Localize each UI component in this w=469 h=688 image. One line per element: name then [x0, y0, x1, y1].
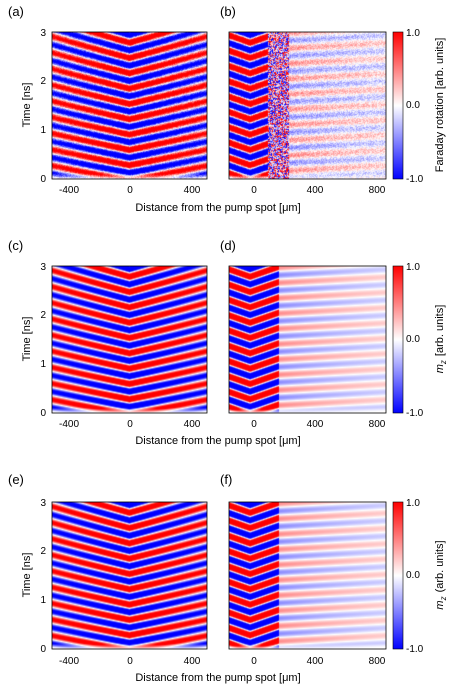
- panel-d-frame: [228, 265, 387, 414]
- panel-b-frame: [228, 31, 387, 180]
- colorbar-tick-max: 1.0: [406, 498, 420, 509]
- ytick-3: 3: [40, 262, 46, 273]
- colorbar-tick-zero: 0.0: [406, 100, 420, 111]
- y-axis-label: Time [ns]: [21, 553, 33, 598]
- row-2-xaxis: -400 0 400 0 400 800 Distance from the p…: [59, 419, 386, 447]
- panel-e-image: [52, 502, 207, 649]
- panel-c-frame: [51, 265, 208, 414]
- panel-b-heatmap: [228, 31, 387, 180]
- row-2: (c) (d) 0 1 2 3 Time [ns] -400 0 400 0: [8, 238, 448, 447]
- xtick-left-2: 400: [184, 419, 201, 430]
- colorbar-label: mz(arb. units]: [434, 540, 448, 609]
- ytick-2: 2: [40, 76, 46, 87]
- xtick-left-0: -400: [59, 419, 79, 430]
- xtick-left-2: 400: [184, 185, 201, 196]
- ytick-0: 0: [40, 408, 46, 419]
- xtick-left-0: -400: [59, 656, 79, 667]
- x-axis-label: Distance from the pump spot [μm]: [135, 672, 300, 684]
- row-3-yaxis: 0 1 2 3 Time [ns]: [21, 498, 46, 655]
- row-1-yaxis: 0 1 2 3 Time [ns]: [21, 28, 46, 185]
- colorbar-label: mz[arb. units]: [434, 305, 448, 374]
- ytick-1: 1: [40, 359, 46, 370]
- row-3: (e) (f) 0 1 2 3 Time [ns] -400 0 400 0: [8, 472, 448, 684]
- panel-e-frame: [51, 501, 208, 650]
- xtick-right-1: 400: [307, 419, 324, 430]
- panel-label-b: (b): [220, 4, 236, 19]
- panel-a-image: [52, 32, 207, 179]
- xtick-right-0: 0: [251, 656, 257, 667]
- row-3-xaxis: -400 0 400 0 400 800 Distance from the p…: [59, 656, 386, 684]
- panel-label-d: (d): [220, 238, 236, 253]
- panel-f-image: [229, 502, 386, 649]
- row-2-colorbar: 1.0 0.0 -1.0 mz[arb. units]: [392, 262, 448, 419]
- panel-c-image: [52, 266, 207, 413]
- panel-c-heatmap: [51, 265, 208, 414]
- ytick-1: 1: [40, 125, 46, 136]
- ytick-0: 0: [40, 174, 46, 185]
- xtick-right-1: 400: [307, 656, 324, 667]
- colorbar-tick-min: -1.0: [406, 174, 424, 185]
- xtick-left-1: 0: [127, 419, 133, 430]
- panel-a-heatmap: [51, 31, 208, 180]
- xtick-right-0: 0: [251, 185, 257, 196]
- ytick-1: 1: [40, 595, 46, 606]
- xtick-left-1: 0: [127, 185, 133, 196]
- x-axis-label: Distance from the pump spot [μm]: [135, 435, 300, 447]
- xtick-left-2: 400: [184, 656, 201, 667]
- panel-e-heatmap: [51, 501, 208, 650]
- panel-f-heatmap: [228, 501, 387, 650]
- xtick-left-1: 0: [127, 656, 133, 667]
- panel-d-heatmap: [228, 265, 387, 414]
- xtick-right-0: 0: [251, 419, 257, 430]
- panel-label-a: (a): [8, 4, 24, 19]
- colorbar-tick-zero: 0.0: [406, 334, 420, 345]
- panel-label-e: (e): [8, 472, 24, 487]
- ytick-0: 0: [40, 644, 46, 655]
- xtick-right-2: 800: [369, 185, 386, 196]
- panel-b-image: [229, 32, 386, 179]
- panel-label-f: (f): [220, 472, 232, 487]
- ytick-3: 3: [40, 28, 46, 39]
- xtick-right-2: 800: [369, 419, 386, 430]
- ytick-2: 2: [40, 310, 46, 321]
- colorbar-tick-min: -1.0: [406, 408, 424, 419]
- xtick-right-2: 800: [369, 656, 386, 667]
- colorbar-tick-max: 1.0: [406, 262, 420, 273]
- xtick-left-0: -400: [59, 185, 79, 196]
- panel-label-c: (c): [8, 238, 23, 253]
- x-axis-label: Distance from the pump spot [μm]: [135, 202, 300, 214]
- panel-f-frame: [228, 501, 387, 650]
- y-axis-label: Time [ns]: [21, 83, 33, 128]
- panel-a-frame: [51, 31, 208, 180]
- xtick-right-1: 400: [307, 185, 324, 196]
- colorbar-tick-max: 1.0: [406, 28, 420, 39]
- colorbar-label: Faraday rotation [arb. units]: [434, 38, 446, 173]
- panel-d-image: [229, 266, 386, 413]
- colorbar-tick-zero: 0.0: [406, 570, 420, 581]
- ytick-3: 3: [40, 498, 46, 509]
- row-1-xaxis: -400 0 400 0 400 800 Distance from the p…: [59, 185, 386, 214]
- ytick-2: 2: [40, 546, 46, 557]
- row-1-colorbar: 1.0 0.0 -1.0 Faraday rotation [arb. unit…: [392, 28, 446, 185]
- row-2-yaxis: 0 1 2 3 Time [ns]: [21, 262, 46, 419]
- row-3-colorbar: 1.0 0.0 -1.0 mz(arb. units]: [392, 498, 448, 655]
- y-axis-label: Time [ns]: [21, 317, 33, 362]
- colorbar-tick-min: -1.0: [406, 644, 424, 655]
- row-1: (a) (b) 0 1 2 3 Time [ns] -400 0 4: [8, 4, 446, 214]
